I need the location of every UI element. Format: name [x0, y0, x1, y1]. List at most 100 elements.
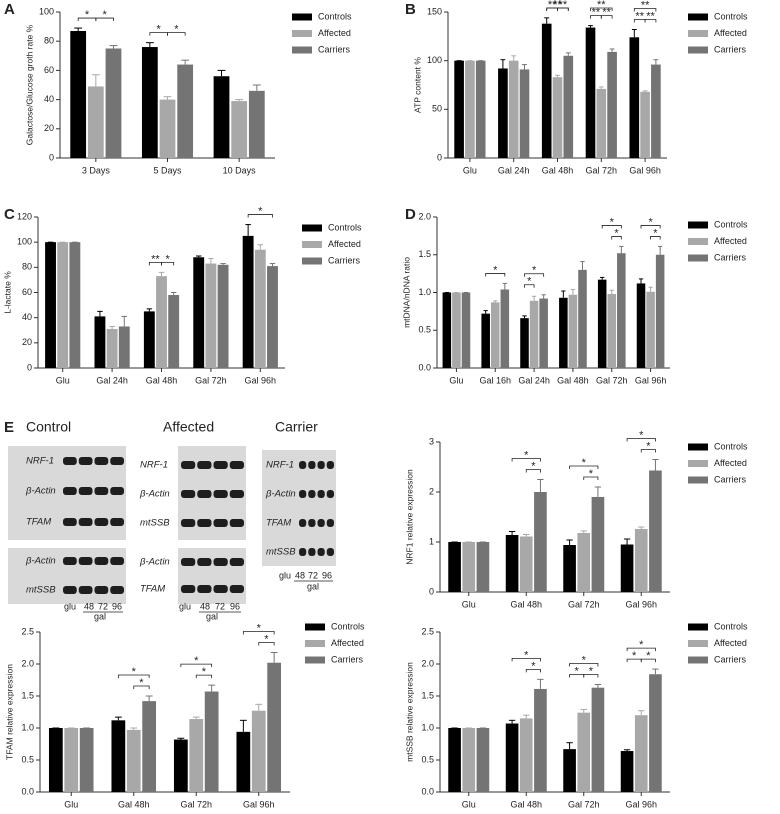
blot-row-label: β-Actin: [139, 489, 170, 500]
bar: [591, 687, 605, 792]
x-tick-label: Gal 72h: [195, 375, 227, 385]
y-tick-label: 150: [427, 6, 442, 16]
significance-bracket: [640, 225, 661, 229]
bar: [442, 292, 452, 368]
bar: [168, 295, 180, 368]
bar: [205, 263, 217, 368]
y-tick-label: 0.5: [21, 754, 34, 764]
blot-band: [78, 487, 93, 495]
legend-label: Affected: [714, 236, 747, 246]
blot-row-label: β-Actin: [25, 486, 56, 497]
y-axis-label: Galactose/Glucose groth rate %: [24, 24, 34, 145]
y-tick-label: 1: [429, 536, 434, 546]
bar: [519, 536, 533, 592]
x-tick-label: Glu: [449, 375, 463, 385]
blot-band: [78, 557, 93, 565]
bar: [607, 51, 617, 159]
bar: [248, 90, 265, 158]
y-tick-label: 20: [22, 337, 32, 347]
significance-label: *: [132, 666, 137, 678]
blot-band: [299, 548, 307, 556]
x-tick-label: Gal 72h: [596, 375, 628, 385]
legend-swatch: [688, 656, 708, 664]
bar: [217, 264, 229, 368]
significance-bracket: [611, 236, 622, 240]
blot-band: [229, 558, 244, 566]
bar: [534, 688, 547, 792]
significance-bracket: [525, 668, 541, 673]
y-tick-label: 40: [22, 312, 32, 322]
significance-label: *: [258, 205, 263, 217]
blot-band: [299, 519, 307, 527]
bar: [267, 266, 278, 368]
blot-band: [63, 557, 77, 565]
bar: [454, 60, 464, 158]
significance-bracket: [524, 284, 535, 288]
significance-bracket: [583, 476, 599, 480]
y-tick-label: 60: [22, 287, 32, 297]
legend-swatch: [688, 476, 708, 484]
x-tick-label: Gal 72h: [586, 165, 618, 175]
x-tick-label: Gal 72h: [568, 799, 600, 809]
x-tick-label: Glu: [462, 799, 476, 809]
bar: [552, 77, 563, 158]
significance-label: **: [151, 253, 160, 265]
bar: [461, 292, 471, 368]
significance-bracket: [644, 19, 657, 23]
y-axis-label: L-lactate %: [2, 271, 12, 314]
blot-band: [317, 490, 325, 498]
legend-label: Controls: [714, 621, 748, 631]
significance-label: *: [264, 633, 269, 645]
bar: [649, 470, 662, 592]
significance-label: *: [257, 622, 262, 634]
y-tick-label: 1.5: [421, 690, 434, 700]
blot-band: [110, 557, 124, 565]
blot-band: [181, 558, 196, 566]
significance-bracket: [485, 273, 506, 277]
y-tick-label: 1.5: [418, 249, 431, 259]
bar: [173, 739, 188, 792]
significance-bracket: [569, 663, 599, 667]
y-axis-label: ATP content %: [412, 57, 422, 113]
x-tick-label: Gal 96h: [625, 599, 657, 609]
bar: [563, 545, 576, 592]
panel-label: D: [405, 206, 416, 223]
legend-swatch: [292, 46, 312, 54]
legend-label: Carriers: [331, 654, 364, 664]
significance-bracket: [650, 236, 661, 240]
lane-label: 48: [200, 601, 210, 611]
x-tick-label: Gal 72h: [180, 799, 212, 809]
blot-band: [299, 490, 307, 498]
y-tick-label: 0.0: [421, 786, 434, 796]
y-tick-label: 2.0: [418, 211, 431, 221]
significance-label: **: [597, 0, 606, 11]
blot-row-label: mtSSB: [140, 518, 170, 529]
bar: [529, 300, 539, 368]
blot-row-label: TFAM: [140, 584, 165, 595]
legend-swatch: [305, 640, 325, 647]
y-tick-label: 80: [44, 36, 54, 46]
x-tick-label: 3 Days: [82, 165, 111, 175]
legend-swatch: [688, 640, 708, 647]
bar: [563, 55, 574, 158]
bar: [452, 292, 461, 368]
y-tick-label: 2.5: [21, 626, 34, 636]
blot-band: [94, 457, 109, 465]
blot-band: [63, 518, 77, 526]
blot-band: [110, 457, 124, 465]
y-tick-label: 80: [22, 262, 32, 272]
panel-label: A: [4, 1, 15, 18]
y-tick-label: 0: [437, 152, 442, 162]
x-tick-label: Gal 48h: [146, 375, 178, 385]
significance-bracket: [583, 674, 599, 678]
significance-bracket: [640, 449, 656, 453]
lane-group-label: gal: [206, 611, 218, 621]
blot-band: [229, 585, 244, 593]
panel-label: B: [405, 1, 416, 18]
blot-band: [78, 457, 93, 465]
blot-band: [197, 585, 212, 593]
legend-label: Controls: [714, 11, 748, 21]
significance-label: *: [103, 9, 108, 21]
blot-row-label: mtSSB: [26, 585, 56, 596]
